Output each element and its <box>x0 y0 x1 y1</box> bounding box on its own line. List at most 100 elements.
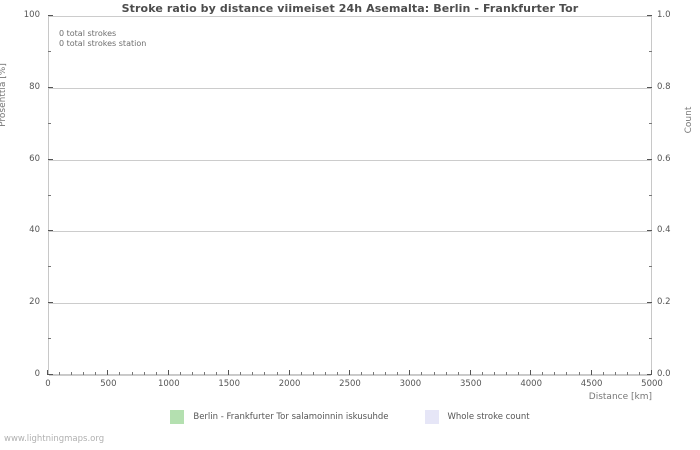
legend-swatch-icon <box>170 410 185 424</box>
y-axis-right-minor-tick <box>649 50 652 52</box>
x-axis-minor-tick <box>385 372 387 375</box>
x-axis-minor-tick <box>312 372 314 375</box>
y-axis-left-tick-label: 80 <box>29 81 40 92</box>
y-axis-right-tick <box>647 302 652 304</box>
chart-legend: Berlin - Frankfurter Tor salamoinnin isk… <box>0 410 700 424</box>
x-axis-minor-tick <box>276 372 278 375</box>
y-axis-left-minor-tick <box>48 338 51 340</box>
x-axis-minor-tick <box>155 372 157 375</box>
chart-title: Stroke ratio by distance viimeiset 24h A… <box>121 2 579 15</box>
x-axis-tick-label: 500 <box>100 379 117 389</box>
legend-entry-1[interactable]: Whole stroke count <box>424 410 530 424</box>
y-axis-left-tick-label: 100 <box>23 10 40 20</box>
x-axis-minor-tick <box>179 372 181 375</box>
x-axis-minor-tick <box>433 372 435 375</box>
x-axis-tick-label: 2500 <box>339 379 361 389</box>
y-axis-right-tick-label: 0.4 <box>657 225 671 236</box>
gridline <box>49 231 651 233</box>
x-axis-tick <box>167 370 169 375</box>
annotation-line-2: 0 total strokes station <box>59 39 147 48</box>
y-axis-left-tick <box>48 15 53 16</box>
y-axis-left-tick <box>48 86 53 88</box>
x-axis-tick <box>530 370 532 375</box>
x-axis-minor-tick <box>264 372 266 375</box>
x-axis-minor-tick <box>578 372 580 375</box>
x-axis-tick-label: 1000 <box>157 379 180 389</box>
x-axis-minor-tick <box>143 372 145 375</box>
x-axis-minor-tick <box>554 372 556 375</box>
y-axis-right-tick-label: 1.0 <box>657 10 671 20</box>
y-axis-left-minor-tick <box>48 194 51 196</box>
x-axis-tick <box>409 370 411 375</box>
x-axis-minor-tick <box>300 372 302 375</box>
x-axis-tick <box>469 370 471 375</box>
legend-swatch-icon <box>424 410 439 424</box>
y-axis-right-tick-label: 0.2 <box>657 297 671 308</box>
y-axis-right-title: Count <box>684 106 694 134</box>
y-axis-left-minor-tick <box>48 122 51 124</box>
legend-label: Berlin - Frankfurter Tor salamoinnin isk… <box>193 412 389 422</box>
y-axis-right-tick <box>647 158 652 160</box>
x-axis-minor-tick <box>95 372 97 375</box>
gridline <box>49 303 651 305</box>
x-axis-tick-label: 0 <box>45 379 51 389</box>
y-axis-right-minor-tick <box>649 194 652 196</box>
y-axis-right-tick-label: 0.6 <box>657 153 671 164</box>
x-axis-minor-tick <box>59 372 61 375</box>
plot-area: 0 total strokes 0 total strokes station <box>48 16 652 376</box>
x-axis-minor-tick <box>518 372 520 375</box>
x-axis-minor-tick <box>397 372 399 375</box>
y-axis-right-tick-label: 0.0 <box>657 369 671 379</box>
x-axis-tick <box>47 370 48 375</box>
x-axis-minor-tick <box>493 372 495 375</box>
y-axis-left-tick-label: 0 <box>34 369 40 379</box>
x-axis-minor-tick <box>445 372 447 375</box>
x-axis-tick <box>349 370 350 375</box>
y-axis-left-title: Prosenttia [%] <box>0 63 8 127</box>
y-axis-right-tick-label: 0.8 <box>657 81 671 92</box>
x-axis-minor-tick <box>83 372 85 375</box>
annotation-line-1: 0 total strokes <box>59 29 117 38</box>
x-axis-minor-tick <box>602 372 604 375</box>
x-axis-tick <box>590 370 592 375</box>
y-axis-right-minor-tick <box>649 122 652 124</box>
x-axis-minor-tick <box>506 372 508 375</box>
x-axis-minor-tick <box>131 372 133 375</box>
x-axis-minor-tick <box>481 372 483 375</box>
y-axis-left-tick-label: 40 <box>29 225 40 236</box>
y-axis-right-minor-tick <box>649 266 652 268</box>
gridline <box>49 87 651 89</box>
x-axis-minor-tick <box>421 372 423 375</box>
y-axis-left-tick <box>48 302 53 304</box>
x-axis-tick <box>651 370 652 375</box>
x-axis-minor-tick <box>614 372 616 375</box>
x-axis-tick-label: 4500 <box>580 379 603 389</box>
series-svg <box>49 17 651 374</box>
x-axis-tick-label: 3500 <box>459 379 482 389</box>
x-axis-tick-label: 5000 <box>641 379 663 389</box>
x-axis-tick <box>107 370 109 375</box>
x-axis-minor-tick <box>457 372 459 375</box>
x-axis-minor-tick <box>324 372 326 375</box>
x-axis-minor-tick <box>252 372 254 375</box>
x-axis-minor-tick <box>336 372 338 375</box>
y-axis-left-minor-tick <box>48 50 51 52</box>
x-axis-tick-label: 1500 <box>218 379 240 389</box>
legend-entry-0[interactable]: Berlin - Frankfurter Tor salamoinnin isk… <box>170 410 389 424</box>
x-axis-minor-tick <box>638 372 640 375</box>
y-axis-left-tick <box>48 230 53 232</box>
x-axis-tick <box>228 370 230 375</box>
y-axis-right-tick <box>647 230 652 232</box>
gridline <box>49 16 651 17</box>
y-axis-right-tick <box>647 86 652 88</box>
x-axis-minor-tick <box>361 372 363 375</box>
plot-annotation: 0 total strokes 0 total strokes station <box>59 29 146 49</box>
x-axis-minor-tick <box>119 372 121 375</box>
y-axis-left-tick-label: 60 <box>29 153 40 164</box>
x-axis-tick-label: 2000 <box>278 379 301 389</box>
y-axis-right-minor-tick <box>649 338 652 340</box>
gridline <box>49 159 651 161</box>
x-axis-minor-tick <box>626 372 628 375</box>
footer-credit: www.lightningmaps.org <box>4 434 105 444</box>
y-axis-right-tick <box>647 374 652 375</box>
